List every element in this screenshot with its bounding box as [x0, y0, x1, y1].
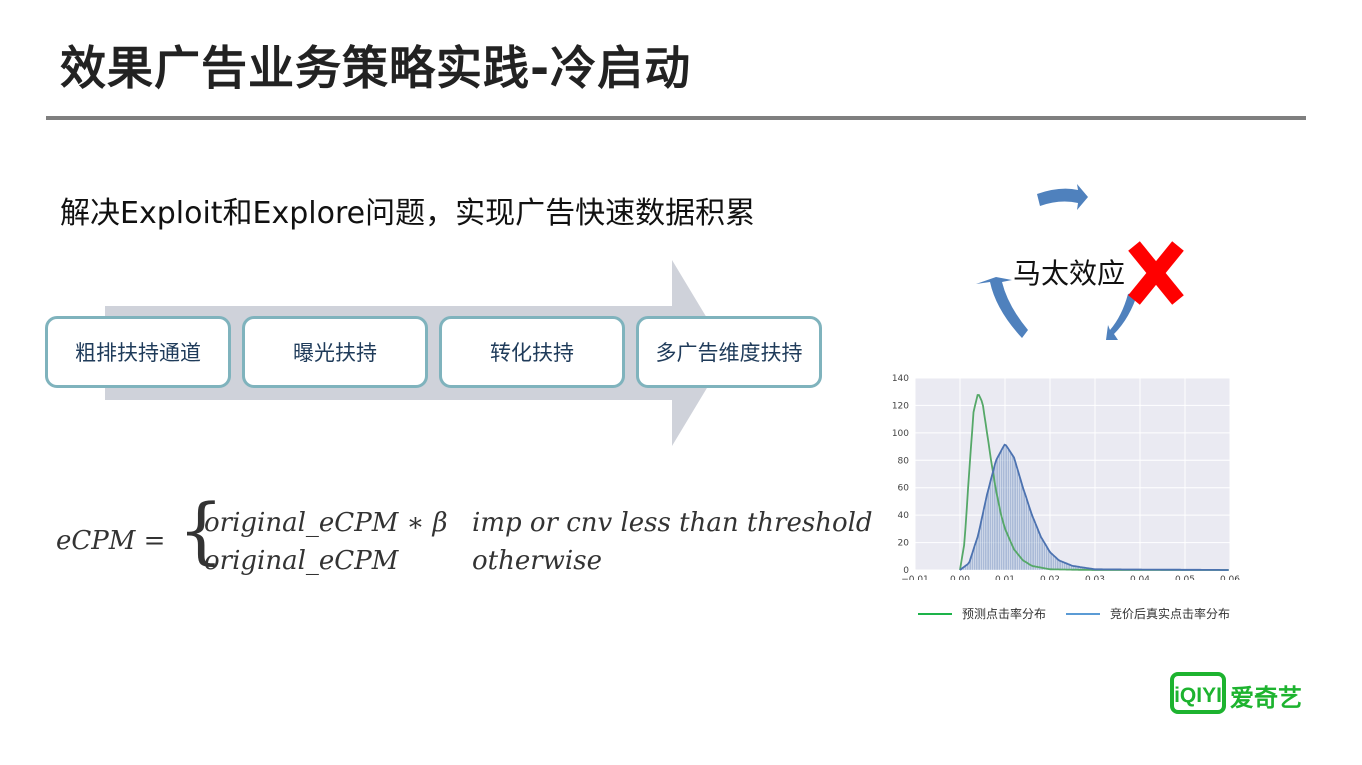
- step-multi-dimension: 多广告维度扶持: [636, 316, 822, 388]
- x-tick-label: 0.00: [950, 575, 970, 580]
- x-tick-label: 0.04: [1130, 575, 1150, 580]
- y-tick-label: 40: [898, 511, 910, 521]
- histogram-bar: [1002, 445, 1006, 571]
- step-label: 多广告维度扶持: [655, 341, 803, 365]
- step-label: 曝光扶持: [293, 341, 377, 365]
- histogram-bar: [1036, 528, 1039, 571]
- y-tick-label: 120: [892, 401, 909, 411]
- cycle-arrow-top: [1037, 184, 1088, 210]
- y-tick-label: 100: [892, 429, 909, 439]
- formula-case2: original_eCPM: [204, 546, 399, 576]
- subtitle: 解决Exploit和Explore问题，实现广告快速数据积累: [60, 196, 756, 231]
- histogram-bar: [984, 499, 988, 571]
- plot-area: [915, 378, 1230, 570]
- x-tick-label: 0.06: [1220, 575, 1240, 580]
- histogram-bar: [982, 509, 985, 571]
- cycle-arrow-right: [1106, 292, 1138, 340]
- formula-case1: original_eCPM ∗ β: [204, 508, 448, 538]
- step-coarse-ranking: 粗排扶持通道: [45, 316, 231, 388]
- histogram-bar: [1047, 550, 1051, 571]
- histogram-bar: [1025, 497, 1028, 571]
- y-tick-label: 20: [898, 539, 910, 549]
- title-divider: [46, 116, 1306, 120]
- step-label: 粗排扶持通道: [75, 341, 201, 365]
- histogram-bar: [1043, 542, 1046, 571]
- step-conversion: 转化扶持: [439, 316, 625, 388]
- y-tick-label: 140: [892, 374, 909, 384]
- histogram-bar: [1049, 553, 1053, 571]
- ctr-distribution-chart: −0.01 0.00 0.01 0.02 0.03 0.04 0.05 0.06 0 20 40 60…: [892, 374, 1240, 580]
- histogram-bar: [1009, 452, 1012, 571]
- x-tick-label: 0.02: [1040, 575, 1060, 580]
- page-title: 效果广告业务策略实践-冷启动: [60, 41, 692, 95]
- x-tick-label: 0.01: [995, 575, 1015, 580]
- histogram-bar: [1034, 523, 1037, 571]
- formula-lhs: eCPM =: [56, 526, 166, 556]
- histogram-bar: [1007, 448, 1010, 571]
- chart-legend: 预测点击率分布 竞价后真实点击率分布: [918, 605, 1230, 622]
- svg-text:iQIYI: iQIYI: [1174, 684, 1222, 707]
- step-exposure: 曝光扶持: [242, 316, 428, 388]
- y-tick-label: 0: [903, 566, 909, 576]
- histogram-bar: [1045, 546, 1048, 571]
- histogram-bar: [1029, 511, 1033, 571]
- legend-label: 竞价后真实点击率分布: [1110, 607, 1231, 621]
- histogram-bar: [1022, 490, 1026, 571]
- legend-label: 预测点击率分布: [962, 607, 1047, 621]
- x-tick-label: 0.03: [1085, 575, 1105, 580]
- step-label: 转化扶持: [490, 341, 574, 365]
- histogram-bar: [1011, 455, 1015, 571]
- histogram-bar: [1052, 555, 1055, 571]
- iqiyi-logo: iQIYI: [1170, 672, 1226, 714]
- histogram-bar: [989, 481, 992, 571]
- brace: {: [178, 488, 224, 572]
- histogram-bar: [1038, 534, 1042, 571]
- logo-text: 爱奇艺: [1230, 684, 1302, 712]
- histogram-bar: [1031, 517, 1035, 571]
- histogram-bar: [1027, 504, 1030, 571]
- red-cross-icon: [1128, 241, 1184, 305]
- formula-cond1: imp or cnv less than threshold: [472, 508, 873, 538]
- x-tick-label: 0.05: [1175, 575, 1195, 580]
- x-tick-label: −0.01: [901, 575, 929, 580]
- y-tick-label: 80: [898, 456, 910, 466]
- histogram-bar: [991, 472, 994, 571]
- cycle-arrow-left: [976, 277, 1028, 338]
- legend-swatch-green: [918, 612, 952, 615]
- histogram-bar: [1040, 538, 1044, 571]
- formula-cond2: otherwise: [472, 546, 602, 576]
- series-line-1: [959, 443, 1229, 571]
- histogram-bar: [1013, 461, 1017, 571]
- histogram-bar: [986, 490, 990, 571]
- cycle-diagram: [976, 184, 1184, 340]
- y-tick-label: 60: [898, 484, 910, 494]
- histogram-bar: [995, 458, 999, 571]
- histogram-bar: [1004, 445, 1008, 571]
- matthew-effect-label: 马太效应: [1013, 257, 1126, 290]
- legend-swatch-blue: [1066, 612, 1101, 615]
